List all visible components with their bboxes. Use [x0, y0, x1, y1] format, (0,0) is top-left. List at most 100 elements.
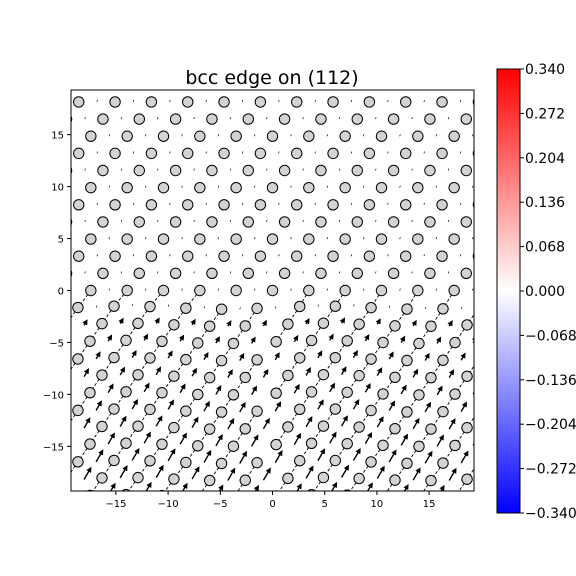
atom-point	[305, 386, 318, 398]
atom-point	[388, 62, 398, 72]
atom-point	[218, 96, 230, 108]
displacement-arrow	[459, 99, 462, 103]
displacement-arrow	[305, 415, 313, 428]
atom-point	[424, 113, 436, 125]
atom-point	[109, 96, 121, 108]
displacement-arrow	[338, 117, 341, 120]
displacement-arrow	[399, 237, 401, 240]
atom-point	[239, 320, 251, 332]
bond-line	[335, 495, 347, 512]
displacement-arrow	[435, 288, 438, 291]
atom-point	[239, 474, 251, 486]
displacement-arrow	[399, 335, 406, 343]
atom-point	[180, 353, 192, 366]
displacement-arrow	[132, 151, 135, 154]
atom-point	[365, 404, 377, 417]
atom-point	[295, 507, 305, 517]
atom-point	[108, 403, 120, 415]
bond-line	[386, 479, 396, 491]
bond-line	[164, 478, 175, 491]
atom-point	[72, 404, 84, 417]
atom-point	[412, 130, 424, 142]
displacement-arrow	[254, 288, 256, 291]
displacement-arrow	[142, 333, 149, 341]
displacement-arrow	[154, 317, 160, 324]
colorbar-tick-label: −0.136	[525, 373, 576, 389]
atom-point	[270, 438, 282, 451]
displacement-arrow	[387, 202, 389, 205]
atom-point	[218, 199, 230, 211]
displacement-arrow	[375, 117, 377, 120]
bond-line	[423, 480, 432, 491]
atom-point	[412, 284, 424, 297]
displacement-arrow	[145, 134, 147, 137]
displacement-arrow	[229, 271, 232, 274]
displacement-arrow	[293, 334, 299, 343]
displacement-arrow	[119, 415, 127, 427]
displacement-arrow	[472, 83, 473, 85]
displacement-arrow	[340, 464, 349, 478]
displacement-arrow	[250, 434, 259, 447]
atom-point	[339, 130, 351, 142]
displacement-arrow	[302, 168, 304, 171]
atom-point	[157, 181, 170, 194]
displacement-arrow	[484, 66, 485, 68]
atom-point	[88, 90, 94, 91]
atom-point	[108, 351, 120, 364]
bond-line	[128, 477, 139, 491]
atom-point	[317, 368, 330, 381]
atom-point	[266, 284, 279, 297]
displacement-arrow	[145, 185, 147, 188]
atom-point	[363, 147, 376, 160]
bond-line	[300, 495, 312, 512]
displacement-arrow	[338, 219, 341, 223]
displacement-arrow	[262, 368, 269, 378]
displacement-arrow	[328, 333, 334, 341]
displacement-arrow	[145, 481, 152, 491]
atom-point	[375, 233, 388, 245]
atom-point	[282, 369, 294, 382]
displacement-arrow	[484, 169, 485, 171]
displacement-arrow	[302, 271, 304, 274]
atom-point	[192, 337, 204, 349]
displacement-arrow	[241, 99, 244, 103]
displacement-arrow	[95, 400, 102, 411]
atom-point	[85, 181, 97, 194]
displacement-arrow	[274, 306, 277, 309]
displacement-arrow	[317, 350, 323, 359]
atom-point	[389, 423, 401, 435]
displacement-arrow	[120, 219, 123, 223]
atom-point	[294, 300, 306, 313]
atom-point	[71, 166, 73, 175]
displacement-arrow	[305, 367, 311, 376]
displacement-arrow	[254, 237, 256, 240]
displacement-arrow	[424, 307, 427, 310]
displacement-arrow	[435, 185, 438, 188]
displacement-arrow	[364, 431, 373, 445]
atom-point	[109, 199, 121, 211]
displacement-arrow	[241, 202, 244, 205]
displacement-arrow	[274, 352, 280, 361]
atom-point	[461, 422, 473, 434]
atom-point	[472, 98, 474, 106]
atom-point	[239, 423, 251, 435]
atom-point	[182, 147, 194, 160]
displacement-arrow	[424, 352, 430, 361]
plot-area	[71, 62, 485, 517]
displacement-arrow	[352, 447, 361, 461]
atom-point	[133, 216, 145, 228]
atom-point	[424, 216, 436, 228]
atom-point	[251, 456, 263, 469]
atom-point	[401, 303, 413, 315]
atom-point	[96, 317, 108, 330]
displacement-arrow	[388, 400, 396, 411]
displacement-arrow	[83, 466, 92, 480]
atom-point	[215, 354, 228, 367]
atom-point	[375, 181, 388, 194]
displacement-arrow	[350, 202, 353, 205]
displacement-arrow	[120, 117, 123, 120]
displacement-arrow	[178, 334, 185, 342]
displacement-arrow	[436, 83, 437, 85]
atom-point	[461, 473, 473, 485]
displacement-arrow	[314, 151, 316, 154]
